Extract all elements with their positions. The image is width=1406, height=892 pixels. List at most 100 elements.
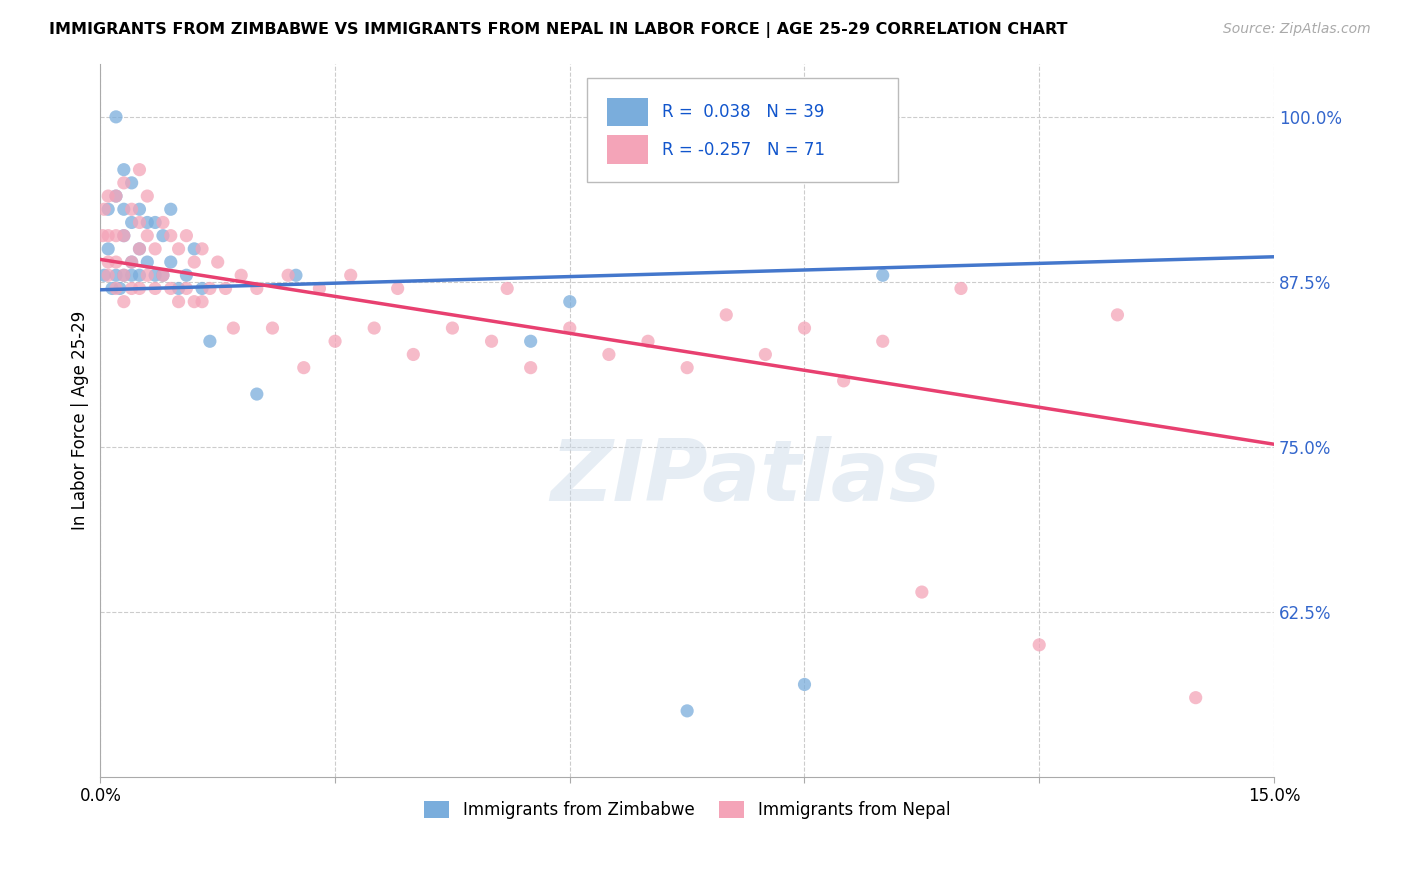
Point xyxy=(387,281,409,295)
Point xyxy=(832,374,855,388)
Point xyxy=(121,281,143,295)
Text: R =  0.038   N = 39: R = 0.038 N = 39 xyxy=(662,103,825,120)
Point xyxy=(112,162,135,177)
Point xyxy=(101,281,124,295)
Point xyxy=(128,202,150,217)
Point xyxy=(402,347,425,361)
FancyBboxPatch shape xyxy=(588,78,898,182)
Point xyxy=(112,268,135,283)
Point xyxy=(676,704,699,718)
Point xyxy=(519,360,541,375)
Point xyxy=(558,321,581,335)
Point xyxy=(143,281,166,295)
Point xyxy=(97,202,120,217)
Point xyxy=(793,677,815,691)
Point xyxy=(136,255,159,269)
Point xyxy=(105,228,128,243)
Point xyxy=(152,268,174,283)
Point xyxy=(152,268,174,283)
Point xyxy=(159,228,181,243)
Point xyxy=(519,334,541,349)
Point xyxy=(262,321,284,335)
Point xyxy=(97,255,120,269)
Point xyxy=(323,334,346,349)
Point xyxy=(198,281,221,295)
Point xyxy=(159,281,181,295)
Point xyxy=(176,281,198,295)
Y-axis label: In Labor Force | Age 25-29: In Labor Force | Age 25-29 xyxy=(72,310,89,530)
Point xyxy=(112,268,135,283)
Point xyxy=(167,294,190,309)
Legend: Immigrants from Zimbabwe, Immigrants from Nepal: Immigrants from Zimbabwe, Immigrants fro… xyxy=(418,794,956,826)
Point xyxy=(121,268,143,283)
Point xyxy=(198,334,221,349)
Point xyxy=(121,202,143,217)
Point xyxy=(128,162,150,177)
Point xyxy=(112,228,135,243)
Point xyxy=(207,255,229,269)
Point xyxy=(97,242,120,256)
Point xyxy=(558,294,581,309)
Point xyxy=(339,268,361,283)
Point xyxy=(136,228,159,243)
Point xyxy=(121,176,143,190)
Point xyxy=(191,294,214,309)
Point xyxy=(97,228,120,243)
Point xyxy=(481,334,503,349)
Point xyxy=(191,281,214,295)
Point xyxy=(167,242,190,256)
Point xyxy=(277,268,299,283)
Point xyxy=(167,281,190,295)
Point xyxy=(496,281,519,295)
Point xyxy=(112,228,135,243)
Point xyxy=(911,585,934,599)
Point xyxy=(214,281,236,295)
Point xyxy=(183,242,205,256)
Point xyxy=(191,242,214,256)
Point xyxy=(128,242,150,256)
Point xyxy=(872,334,894,349)
Point xyxy=(128,281,150,295)
Point xyxy=(159,202,181,217)
Point xyxy=(246,281,269,295)
Point xyxy=(112,294,135,309)
Point xyxy=(222,321,245,335)
Point xyxy=(598,347,620,361)
Point xyxy=(97,189,120,203)
Point xyxy=(676,360,699,375)
Point xyxy=(105,189,128,203)
Point xyxy=(136,189,159,203)
Point xyxy=(136,215,159,229)
Point xyxy=(105,110,128,124)
Point xyxy=(231,268,253,283)
Point xyxy=(441,321,464,335)
Point xyxy=(143,242,166,256)
Point xyxy=(308,281,330,295)
Point xyxy=(1107,308,1129,322)
Point xyxy=(716,308,738,322)
Text: IMMIGRANTS FROM ZIMBABWE VS IMMIGRANTS FROM NEPAL IN LABOR FORCE | AGE 25-29 COR: IMMIGRANTS FROM ZIMBABWE VS IMMIGRANTS F… xyxy=(49,22,1067,38)
Text: R = -0.257   N = 71: R = -0.257 N = 71 xyxy=(662,141,825,159)
Point xyxy=(97,268,120,283)
Point xyxy=(176,268,198,283)
Point xyxy=(105,281,128,295)
Text: Source: ZipAtlas.com: Source: ZipAtlas.com xyxy=(1223,22,1371,37)
Point xyxy=(112,202,135,217)
Point xyxy=(105,189,128,203)
Point xyxy=(152,228,174,243)
Point xyxy=(1184,690,1206,705)
Point xyxy=(246,387,269,401)
Point xyxy=(872,268,894,283)
Point xyxy=(93,202,115,217)
Point xyxy=(183,255,205,269)
Point xyxy=(1028,638,1050,652)
Point xyxy=(143,268,166,283)
Point xyxy=(152,215,174,229)
Point xyxy=(136,268,159,283)
FancyBboxPatch shape xyxy=(607,136,648,164)
Point xyxy=(128,242,150,256)
Point xyxy=(128,268,150,283)
Point xyxy=(183,294,205,309)
Point xyxy=(363,321,385,335)
Point xyxy=(105,268,128,283)
